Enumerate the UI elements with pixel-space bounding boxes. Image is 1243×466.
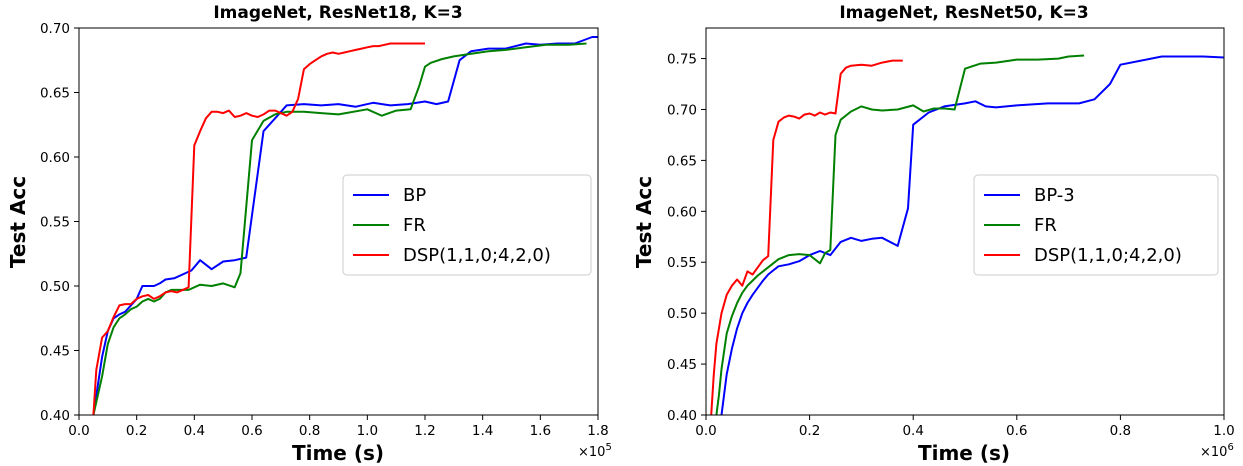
legend-box (342, 174, 592, 276)
x-tick-label: 1.0 (1213, 423, 1234, 439)
x-tick-label: 1.2 (414, 423, 435, 439)
x-tick-label: 0.2 (799, 423, 820, 439)
x-tick-label: 1.8 (587, 423, 608, 439)
x-tick-label: 0.4 (184, 423, 205, 439)
x-tick-label: 0.6 (1006, 423, 1027, 439)
y-tick-label: 0.50 (667, 306, 697, 322)
plot-frame (705, 27, 1225, 416)
y-tick-label: 0.65 (40, 86, 70, 102)
chart-resnet18: ImageNet, ResNet18, K=3 Time (s) Test Ac… (6, 3, 612, 465)
legend-label: BP-3 (1034, 185, 1075, 206)
legend-box (973, 174, 1219, 276)
series-line-3 (710, 59, 903, 415)
y-tick-label: 0.40 (667, 408, 697, 424)
y-tick-label: 0.70 (667, 102, 697, 118)
legend-label: DSP(1,1,0;4,2,0) (403, 245, 551, 266)
y-tick-label: 0.45 (40, 344, 70, 360)
x-tick-label: 1.6 (530, 423, 551, 439)
x-tick-label: 1.4 (472, 423, 493, 439)
x-tick-label: 0.6 (241, 423, 262, 439)
y-tick-label: 0.50 (40, 279, 70, 295)
y-tick-label: 0.45 (667, 357, 697, 373)
legend-label: FR (1034, 215, 1057, 236)
series-line-1 (92, 36, 598, 415)
chart-resnet50: ImageNet, ResNet50, K=3 Time (s) Test Ac… (632, 3, 1235, 465)
y-tick-label: 0.55 (667, 255, 697, 271)
y-tick-label: 0.55 (40, 215, 70, 231)
chart-title: ImageNet, ResNet50, K=3 (839, 3, 1088, 23)
x-tick-label: 0.0 (695, 423, 716, 439)
legend: BP FR DSP(1,1,0;4,2,0) (342, 174, 592, 276)
series-group (92, 36, 598, 415)
y-tick-label: 0.65 (667, 153, 697, 169)
series-group (710, 54, 1224, 415)
y-axis-label: Test Acc (632, 176, 656, 268)
y-tick-label: 0.60 (667, 204, 697, 220)
legend-label: FR (403, 215, 426, 236)
x-multiplier: ×105 (578, 442, 612, 460)
x-multiplier: ×106 (1200, 442, 1234, 460)
x-tick-label: 0.0 (68, 423, 89, 439)
legend: BP-3 FR DSP(1,1,0;4,2,0) (973, 174, 1219, 276)
legend-label: BP (403, 185, 426, 206)
legend-label: DSP(1,1,0;4,2,0) (1034, 245, 1182, 266)
series-line-2 (715, 54, 1085, 415)
series-line-1 (720, 55, 1224, 415)
x-tick-label: 1.0 (357, 423, 378, 439)
y-tick-label: 0.70 (40, 21, 70, 37)
x-tick-label: 0.8 (1110, 423, 1131, 439)
chart-title: ImageNet, ResNet18, K=3 (213, 3, 462, 23)
y-axis-label: Test Acc (6, 176, 30, 268)
x-tick-label: 0.2 (126, 423, 147, 439)
y-tick-label: 0.60 (40, 150, 70, 166)
y-tick-label: 0.75 (667, 52, 697, 68)
series-line-2 (92, 42, 587, 415)
y-tick-label: 0.40 (40, 408, 70, 424)
x-tick-label: 0.4 (902, 423, 923, 439)
x-tick-label: 0.8 (299, 423, 320, 439)
series-line-3 (92, 42, 425, 415)
x-axis-label: Time (s) (918, 441, 1010, 465)
x-axis-label: Time (s) (292, 441, 384, 465)
